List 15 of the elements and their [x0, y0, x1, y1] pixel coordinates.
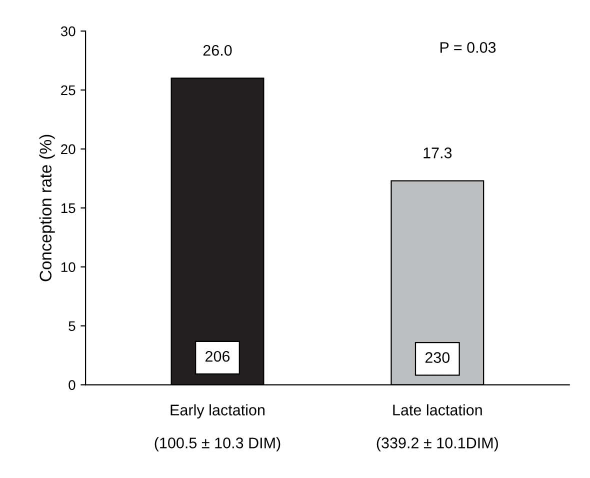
y-axis-title: Conception rate (%) — [39, 134, 55, 282]
y-tick-label: 20 — [61, 144, 76, 154]
category-label: Late lactation (339.2 ± 10.1DIM) — [376, 404, 498, 452]
y-tick-label: 25 — [61, 85, 76, 96]
y-tick-label: 30 — [60, 26, 76, 36]
category-label: Early lactation (100.5 ± 10.3 DIM) — [154, 404, 280, 452]
y-tick-label: 5 — [68, 321, 76, 332]
annotation: 230 — [425, 352, 450, 363]
y-tick-label: 0 — [68, 380, 76, 390]
annotation: P = 0.03 — [440, 42, 496, 53]
y-tick-label: 15 — [61, 203, 76, 214]
data-label: 26.0 — [203, 44, 232, 56]
annotation: 206 — [206, 350, 230, 362]
y-tick-label: 10 — [61, 262, 76, 272]
data-label: 17.3 — [424, 148, 452, 158]
